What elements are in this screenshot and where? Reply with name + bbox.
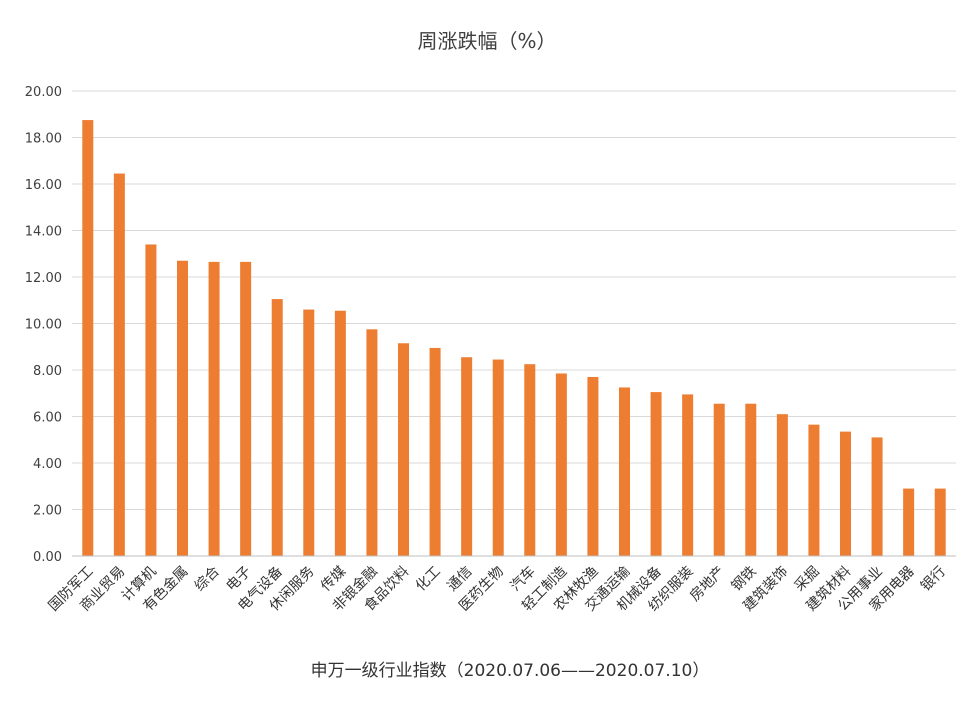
y-tick-label: 4.00 xyxy=(33,457,62,472)
bar xyxy=(429,347,441,556)
bar xyxy=(871,437,883,556)
bar xyxy=(461,357,473,556)
bar xyxy=(82,120,94,556)
bar xyxy=(524,364,536,556)
bar xyxy=(113,173,125,556)
chart-title: 周涨跌幅（%） xyxy=(417,29,556,53)
bar xyxy=(745,403,757,556)
bars xyxy=(82,120,946,556)
bar xyxy=(934,488,946,556)
bar xyxy=(840,431,851,556)
bar xyxy=(240,261,252,556)
bar xyxy=(619,387,630,556)
bar xyxy=(208,261,220,556)
x-axis-tick-labels: 国防军工商业贸易计算机有色金属 综合 电子电气设备休闲服务 传媒非银金融食品饮料 化工通… xyxy=(46,563,949,615)
bar xyxy=(776,414,788,556)
bar xyxy=(303,309,315,556)
bar xyxy=(398,343,409,556)
bar xyxy=(713,403,725,556)
y-tick-label: 8.00 xyxy=(33,364,62,379)
bar xyxy=(366,329,378,556)
y-tick-label: 12.00 xyxy=(25,271,62,286)
bar xyxy=(682,394,694,556)
bar xyxy=(903,488,915,556)
bar xyxy=(334,310,346,556)
bar xyxy=(177,260,188,556)
y-tick-label: 20.00 xyxy=(25,85,62,100)
y-tick-label: 6.00 xyxy=(33,411,62,426)
y-tick-label: 18.00 xyxy=(25,132,62,147)
x-tick-label: 银行 xyxy=(918,564,949,595)
bar xyxy=(492,359,504,556)
gridlines xyxy=(72,90,956,510)
bar xyxy=(587,376,599,556)
x-tick-label: 综合 xyxy=(192,564,223,595)
bar xyxy=(555,373,567,556)
x-axis-label: 申万一级行业指数（2020.07.06——2020.07.10） xyxy=(311,661,710,681)
bar xyxy=(650,392,662,556)
y-tick-label: 10.00 xyxy=(25,318,62,333)
bar xyxy=(145,244,157,556)
y-axis-tick-labels: 0.00 2.00 4.00 6.00 8.00 10.00 12.00 14.00 16.00… xyxy=(25,85,62,565)
y-tick-label: 0.00 xyxy=(33,550,62,565)
y-tick-label: 14.00 xyxy=(25,225,62,240)
x-tick-label: 房地产 xyxy=(687,564,728,605)
bar xyxy=(808,424,820,556)
x-tick-label: 化工 xyxy=(413,564,444,595)
bar xyxy=(271,299,283,556)
y-tick-label: 16.00 xyxy=(25,178,62,193)
y-tick-label: 2.00 xyxy=(33,504,62,519)
